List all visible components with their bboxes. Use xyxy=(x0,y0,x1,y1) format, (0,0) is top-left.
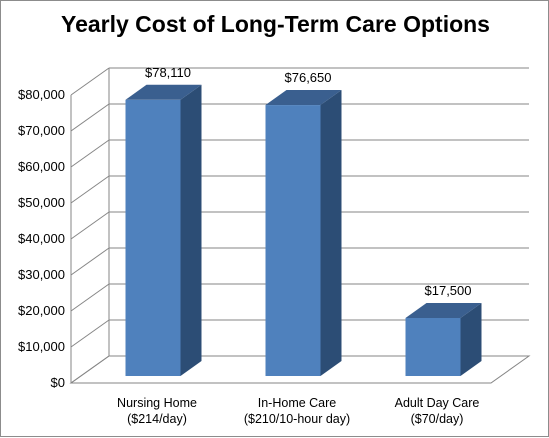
gridline-side xyxy=(70,175,110,204)
gridline-side xyxy=(70,139,110,168)
y-tick-label: $0 xyxy=(51,375,65,390)
bar-top xyxy=(125,84,202,100)
x-category-label: Nursing Home xyxy=(117,396,197,410)
x-category-label: ($210/10-hour day) xyxy=(244,412,350,426)
y-tick-label: $70,000 xyxy=(18,123,65,138)
gridline-side xyxy=(70,211,110,240)
y-tick-label: $40,000 xyxy=(18,231,65,246)
y-tick-label: $20,000 xyxy=(18,303,65,318)
y-tick-label: $80,000 xyxy=(18,87,65,102)
gridline-side xyxy=(70,103,110,132)
bar-side xyxy=(320,90,342,376)
y-tick-label: $50,000 xyxy=(18,195,65,210)
bar-top xyxy=(405,303,482,318)
y-tick-label: $30,000 xyxy=(18,267,65,282)
bar xyxy=(125,99,181,376)
chart-floor xyxy=(69,355,531,384)
x-category-label: ($70/day) xyxy=(411,412,464,426)
bar-side xyxy=(180,84,202,376)
bar-top xyxy=(265,90,342,106)
x-category-label: Adult Day Care xyxy=(395,396,480,410)
bar-side xyxy=(460,303,482,376)
gridline-side xyxy=(70,67,110,96)
chart-title: Yearly Cost of Long-Term Care Options xyxy=(61,11,490,37)
x-category-label: ($214/day) xyxy=(127,412,187,426)
gridline-side xyxy=(70,283,110,312)
bar xyxy=(265,105,321,376)
data-label: $17,500 xyxy=(425,283,472,298)
gridline-side xyxy=(70,319,110,348)
x-category-label: In-Home Care xyxy=(258,396,337,410)
bar xyxy=(405,318,461,376)
y-tick-label: $10,000 xyxy=(18,339,65,354)
gridline-side xyxy=(70,247,110,276)
data-label: $78,110 xyxy=(145,65,191,80)
y-tick-label: $60,000 xyxy=(18,159,65,174)
data-label: $76,650 xyxy=(285,70,332,85)
